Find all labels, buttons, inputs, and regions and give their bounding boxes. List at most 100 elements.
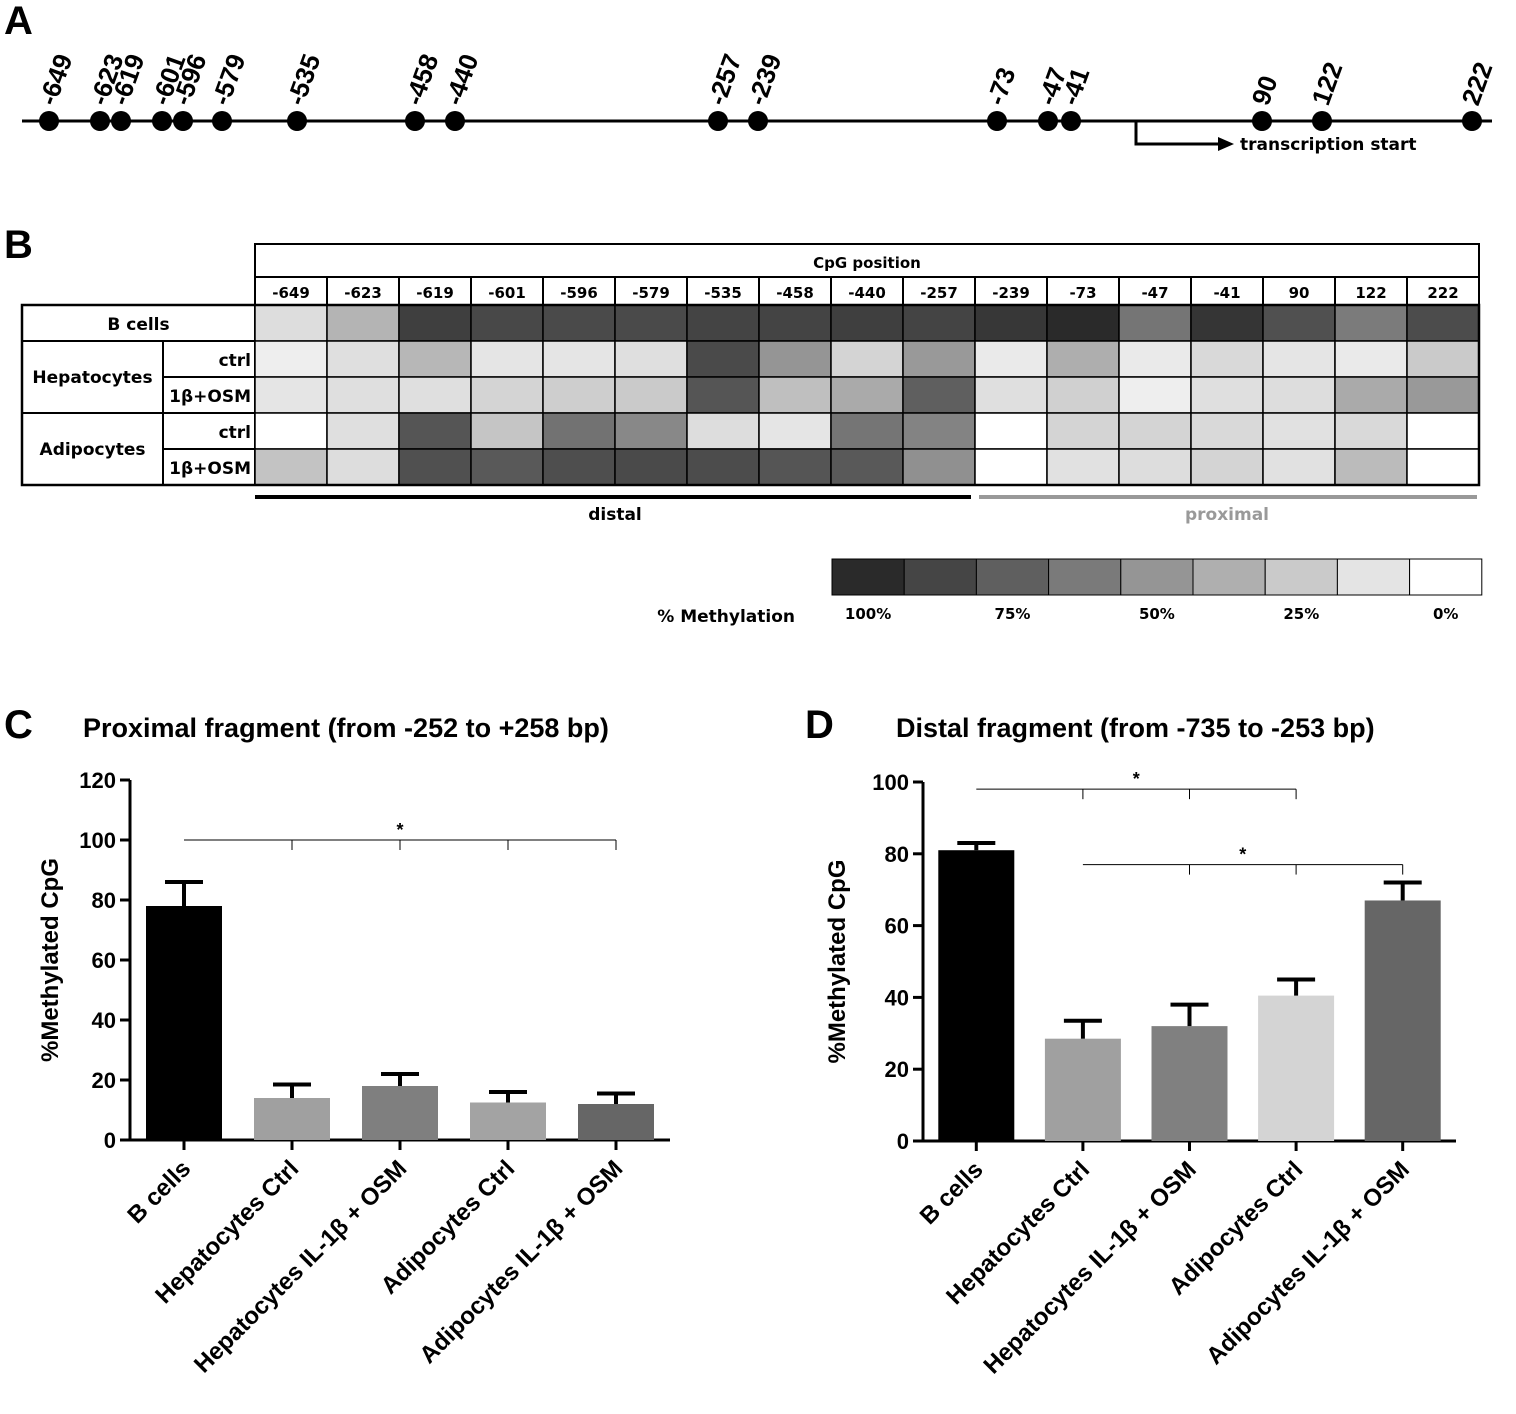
methylation-cell <box>1334 448 1408 486</box>
methylation-cell <box>1046 412 1120 450</box>
legend-tick-label: 25% <box>1283 605 1319 623</box>
methylation-cell <box>974 340 1048 378</box>
cpg-site-dot <box>405 111 425 131</box>
methylation-cell <box>758 340 832 378</box>
y-tick-label: 120 <box>79 768 116 793</box>
methylation-cell <box>1190 304 1264 342</box>
cpg-site-dot <box>1038 111 1058 131</box>
y-tick-label: 60 <box>92 948 116 973</box>
bar <box>1364 900 1441 1141</box>
condition-label: 1β+OSM <box>169 387 251 407</box>
methylation-cell <box>1334 412 1408 450</box>
y-axis-title: %Methylated CpG <box>37 858 64 1062</box>
methylation-cell <box>1046 376 1120 414</box>
tss-arrow-icon <box>1218 137 1234 151</box>
column-header-cell <box>614 276 688 306</box>
legend-tick-label: 75% <box>995 605 1031 623</box>
methylation-cell <box>1262 340 1336 378</box>
methylation-cell <box>398 412 472 450</box>
methylation-cell <box>470 376 544 414</box>
methylation-cell <box>758 376 832 414</box>
methylation-cell <box>902 448 976 486</box>
cpg-site-dot <box>987 111 1007 131</box>
table-outline <box>20 303 1481 487</box>
column-header-cell <box>1118 276 1192 306</box>
cpg-site-dot <box>287 111 307 131</box>
methylation-cell <box>1118 304 1192 342</box>
methylation-cell <box>830 340 904 378</box>
bar <box>146 906 222 1140</box>
methylation-cell <box>686 304 760 342</box>
methylation-cell <box>326 412 400 450</box>
y-tick-label: 40 <box>885 985 909 1010</box>
methylation-cell <box>1406 304 1480 342</box>
category-label: B cells <box>122 1155 196 1229</box>
cpg-site-label: -535 <box>280 50 326 109</box>
y-tick-label: 100 <box>79 828 116 853</box>
column-header-cell <box>758 276 832 306</box>
cpg-site-dot <box>212 111 232 131</box>
methylation-cell <box>254 376 328 414</box>
y-tick-label: 80 <box>92 888 116 913</box>
methylation-cell <box>326 304 400 342</box>
methylation-cell <box>902 412 976 450</box>
methylation-cell <box>1118 376 1192 414</box>
methylation-cell <box>542 340 616 378</box>
column-header-cell <box>1406 276 1480 306</box>
legend-swatch <box>1409 558 1483 596</box>
methylation-cell <box>1406 448 1480 486</box>
methylation-cell <box>1262 448 1336 486</box>
methylation-cell <box>1118 412 1192 450</box>
methylation-cell <box>254 448 328 486</box>
condition-label-cell <box>162 448 256 486</box>
methylation-cell <box>902 340 976 378</box>
methylation-cell <box>542 376 616 414</box>
methylation-cell <box>254 412 328 450</box>
legend-swatch <box>1336 558 1411 596</box>
proximal-label: proximal <box>1185 505 1269 525</box>
legend-tick-label: 50% <box>1139 605 1175 623</box>
distal-label: distal <box>588 505 642 525</box>
y-axis-title: %Methylated CpG <box>824 859 851 1063</box>
column-header-label: -601 <box>488 284 526 302</box>
bar <box>1258 995 1335 1141</box>
category-label: Hepatocytes IL-1β + OSM <box>189 1155 412 1378</box>
column-header-label: -41 <box>1213 284 1240 302</box>
methylation-cell <box>1406 340 1480 378</box>
condition-label: 1β+OSM <box>169 459 251 479</box>
condition-label-cell <box>162 412 256 450</box>
methylation-cell <box>686 340 760 378</box>
methylation-cell <box>1406 376 1480 414</box>
significance-star: * <box>396 820 403 840</box>
cpg-site-label: -73 <box>980 63 1021 109</box>
methylation-cell <box>974 376 1048 414</box>
column-header-label: -257 <box>920 284 958 302</box>
methylation-cell <box>830 304 904 342</box>
methylation-cell <box>902 304 976 342</box>
methylation-cell <box>470 412 544 450</box>
methylation-cell <box>254 304 328 342</box>
methylation-cell <box>1262 304 1336 342</box>
methylation-cell <box>1334 304 1408 342</box>
column-header-label: -596 <box>560 284 598 302</box>
column-header-label: -47 <box>1141 284 1168 302</box>
y-tick-label: 40 <box>92 1008 116 1033</box>
category-label: B cells <box>915 1156 989 1230</box>
legend-swatch <box>1120 558 1194 596</box>
cpg-site-label: 222 <box>1455 58 1498 109</box>
methylation-cell <box>326 340 400 378</box>
methylation-cell <box>758 448 832 486</box>
cpg-site-label: -458 <box>398 50 444 109</box>
bar <box>362 1086 438 1140</box>
y-tick-label: 0 <box>104 1128 116 1153</box>
legend-tick-label: 0% <box>1433 605 1458 623</box>
methylation-cell <box>1262 376 1336 414</box>
group-label: B cells <box>107 315 169 335</box>
column-header-cell <box>902 276 976 306</box>
column-header-label: -619 <box>416 284 454 302</box>
legend-title: % Methylation <box>657 607 795 627</box>
bar <box>254 1098 330 1140</box>
methylation-cell <box>614 448 688 486</box>
methylation-cell <box>398 304 472 342</box>
bar <box>470 1102 546 1140</box>
